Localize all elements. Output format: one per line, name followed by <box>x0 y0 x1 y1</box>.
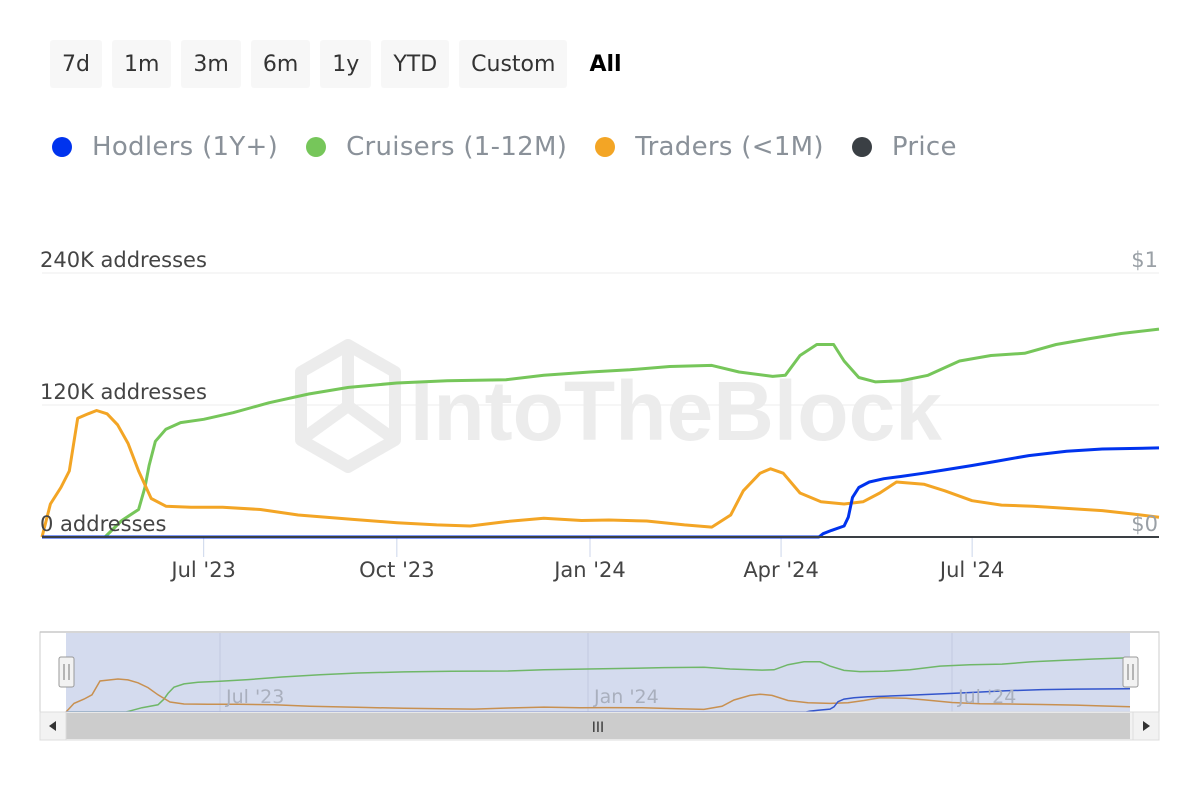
navigator: Jul '23 Jan '24 Jul '24 <box>39 631 1160 713</box>
range-button-3m[interactable]: 3m <box>181 40 241 88</box>
navigator-line-traders <box>65 678 1131 713</box>
legend-dot-icon <box>851 137 872 157</box>
series-line-traders <box>40 409 1160 538</box>
navigator-x-label: Jul '24 <box>957 686 1016 708</box>
navigator-x-label: Jan '24 <box>593 686 659 708</box>
navigator-grid <box>219 633 953 712</box>
legend-label: Hodlers (1Y+) <box>92 132 279 162</box>
range-button-ytd[interactable]: YTD <box>381 40 450 88</box>
scrollbar-grip-icon: III <box>592 720 604 736</box>
scrollbar[interactable]: III <box>39 711 1160 741</box>
y-axis: 0 addresses 120K addresses 240K addresses $… <box>40 248 1158 536</box>
navigator-line-hodlers <box>66 688 1131 713</box>
y-tick-label: 240K addresses <box>40 248 207 272</box>
x-tick-label: Oct '23 <box>359 558 434 582</box>
legend-label: Price <box>891 132 957 162</box>
range-button-7d[interactable]: 7d <box>50 40 102 88</box>
scroll-left-button[interactable] <box>39 711 67 741</box>
legend-item-cruisers[interactable]: Cruisers (1-12M) <box>306 132 567 162</box>
y-tick-label: 0 addresses <box>40 512 166 536</box>
y-right-tick-label: $1 <box>1131 248 1158 272</box>
range-button-all[interactable]: All <box>577 40 634 88</box>
chart-legend: Hodlers (1Y+) Cruisers (1-12M) Traders (… <box>52 132 985 162</box>
range-button-1m[interactable]: 1m <box>111 40 172 88</box>
x-axis: Jul '23 Oct '23 Jan '24 Apr '24 Jul '24 <box>169 537 1004 582</box>
range-button-1y[interactable]: 1y <box>320 40 372 88</box>
navigator-x-labels: Jul '23 Jan '24 Jul '24 <box>225 686 1016 708</box>
x-tick-label: Jul '24 <box>938 558 1005 582</box>
legend-label: Cruisers (1-12M) <box>346 132 568 162</box>
watermark-logo-icon <box>295 339 401 473</box>
navigator-handle-right[interactable] <box>1122 656 1139 688</box>
scrollbar-thumb[interactable] <box>66 713 1130 739</box>
series-line-cruisers <box>42 327 1160 539</box>
range-button-custom[interactable]: Custom <box>459 40 568 88</box>
legend-dot-icon <box>306 137 327 157</box>
legend-item-price[interactable]: Price <box>851 132 957 162</box>
legend-label: Traders (<1M) <box>635 132 824 162</box>
x-tick-label: Jan '24 <box>552 558 626 582</box>
navigator-selection[interactable] <box>66 633 1130 712</box>
arrow-right-icon <box>1143 721 1150 731</box>
legend-dot-icon <box>595 137 616 157</box>
navigator-handle-left[interactable] <box>58 656 75 688</box>
navigator-x-label: Jul '23 <box>225 686 284 708</box>
scroll-right-button[interactable] <box>1132 711 1160 741</box>
y-tick-label: 120K addresses <box>40 380 207 404</box>
navigator-line-cruisers <box>66 657 1131 713</box>
grid <box>42 272 1159 406</box>
x-tick-label: Apr '24 <box>743 558 819 582</box>
series-line-hodlers <box>42 446 1160 539</box>
y-right-tick-label: $0 <box>1131 512 1158 536</box>
range-button-6m[interactable]: 6m <box>250 40 311 88</box>
navigator-series <box>65 657 1131 713</box>
legend-dot-icon <box>52 137 72 157</box>
legend-item-hodlers[interactable]: Hodlers (1Y+) <box>52 132 278 162</box>
legend-item-traders[interactable]: Traders (<1M) <box>595 132 824 162</box>
series-layer <box>40 327 1160 539</box>
arrow-left-icon <box>49 721 56 731</box>
x-tick-label: Jul '23 <box>169 558 236 582</box>
range-selector: 7d 1m 3m 6m 1y YTD Custom All <box>50 40 634 88</box>
